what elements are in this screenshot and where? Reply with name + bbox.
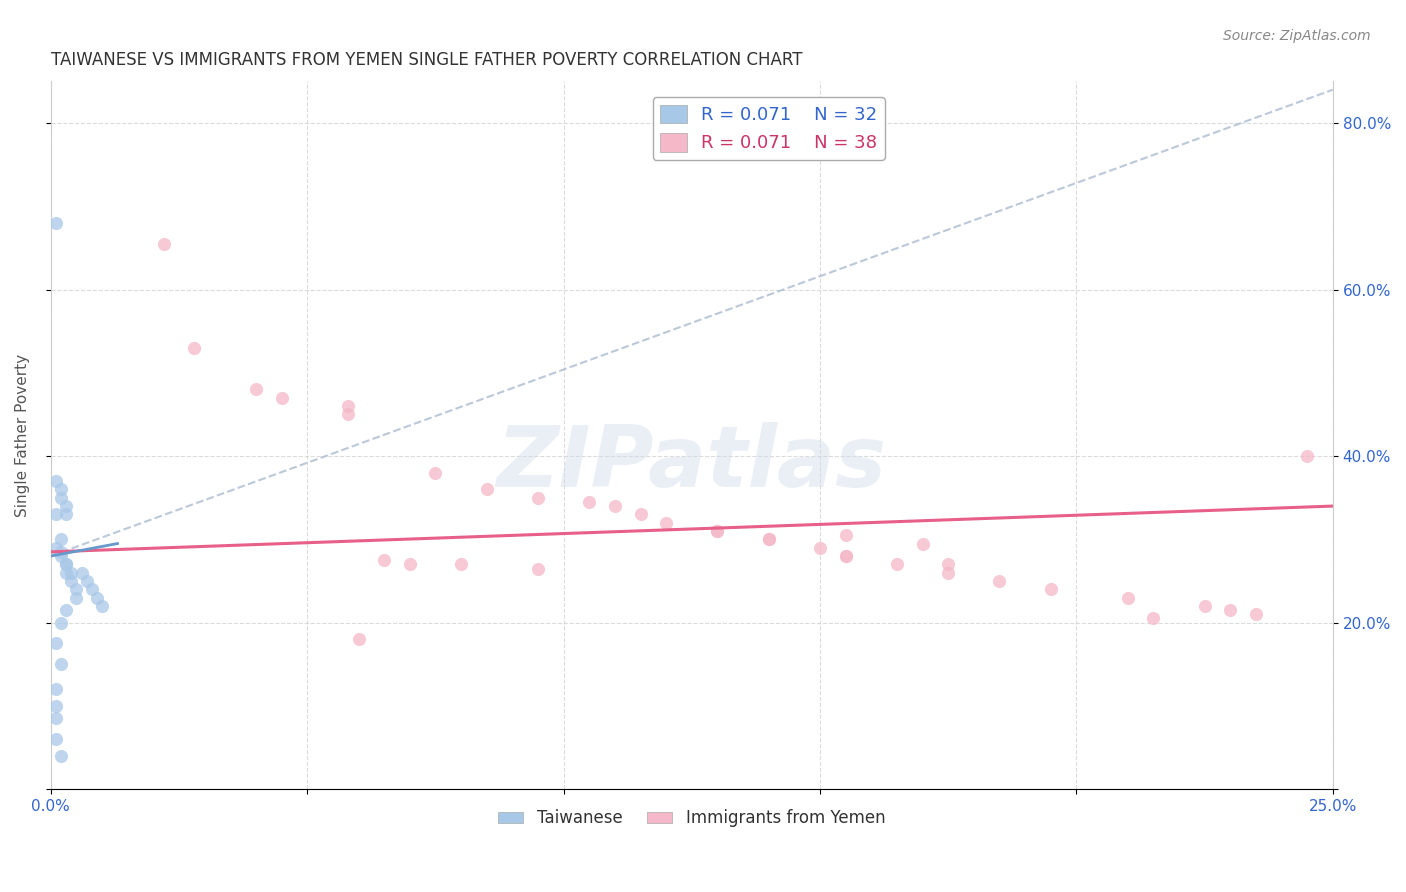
Point bbox=[45, 698, 67, 713]
Point bbox=[65, 591, 87, 605]
Point bbox=[808, 541, 831, 555]
Text: ZIPatlas: ZIPatlas bbox=[496, 422, 887, 505]
Point bbox=[65, 582, 87, 597]
Point bbox=[49, 615, 72, 630]
Point bbox=[475, 483, 498, 497]
Text: TAIWANESE VS IMMIGRANTS FROM YEMEN SINGLE FATHER POVERTY CORRELATION CHART: TAIWANESE VS IMMIGRANTS FROM YEMEN SINGL… bbox=[51, 51, 803, 69]
Point bbox=[758, 533, 780, 547]
Point bbox=[347, 632, 370, 647]
Point bbox=[630, 508, 652, 522]
Point bbox=[55, 566, 77, 580]
Point bbox=[45, 732, 67, 747]
Point bbox=[337, 408, 360, 422]
Point bbox=[834, 549, 856, 563]
Point bbox=[45, 474, 67, 488]
Point bbox=[49, 545, 72, 559]
Point bbox=[60, 566, 83, 580]
Point bbox=[706, 524, 728, 538]
Point bbox=[655, 516, 678, 530]
Point bbox=[86, 591, 108, 605]
Point bbox=[45, 216, 67, 230]
Point bbox=[152, 236, 174, 251]
Point bbox=[834, 528, 856, 542]
Legend: Taiwanese, Immigrants from Yemen: Taiwanese, Immigrants from Yemen bbox=[492, 803, 891, 834]
Point bbox=[603, 499, 626, 513]
Point bbox=[49, 657, 72, 672]
Point bbox=[1244, 607, 1267, 622]
Point bbox=[245, 383, 267, 397]
Point bbox=[911, 536, 934, 550]
Point bbox=[450, 558, 472, 572]
Point bbox=[988, 574, 1011, 588]
Point bbox=[270, 391, 292, 405]
Point bbox=[55, 558, 77, 572]
Point bbox=[425, 466, 447, 480]
Point bbox=[1039, 582, 1062, 597]
Point bbox=[183, 341, 205, 355]
Point bbox=[706, 524, 728, 538]
Point bbox=[76, 574, 98, 588]
Point bbox=[60, 574, 83, 588]
Point bbox=[1219, 603, 1241, 617]
Point bbox=[337, 399, 360, 413]
Point bbox=[936, 566, 959, 580]
Point bbox=[55, 499, 77, 513]
Point bbox=[49, 491, 72, 505]
Point bbox=[1142, 611, 1164, 625]
Point bbox=[834, 549, 856, 563]
Point bbox=[55, 603, 77, 617]
Point bbox=[398, 558, 420, 572]
Point bbox=[49, 549, 72, 563]
Point bbox=[45, 636, 67, 650]
Text: Source: ZipAtlas.com: Source: ZipAtlas.com bbox=[1223, 29, 1371, 43]
Point bbox=[936, 558, 959, 572]
Point bbox=[373, 553, 395, 567]
Point bbox=[45, 682, 67, 697]
Point bbox=[1296, 449, 1319, 463]
Point bbox=[527, 561, 550, 575]
Point bbox=[758, 533, 780, 547]
Point bbox=[49, 483, 72, 497]
Point bbox=[45, 541, 67, 555]
Point bbox=[527, 491, 550, 505]
Point bbox=[578, 495, 600, 509]
Point bbox=[70, 566, 93, 580]
Point bbox=[1194, 599, 1216, 613]
Point bbox=[45, 711, 67, 725]
Point bbox=[886, 558, 908, 572]
Y-axis label: Single Father Poverty: Single Father Poverty bbox=[15, 354, 30, 516]
Point bbox=[49, 748, 72, 763]
Point bbox=[80, 582, 103, 597]
Point bbox=[55, 508, 77, 522]
Point bbox=[1116, 591, 1139, 605]
Point bbox=[91, 599, 114, 613]
Point bbox=[45, 508, 67, 522]
Point bbox=[49, 533, 72, 547]
Point bbox=[55, 558, 77, 572]
